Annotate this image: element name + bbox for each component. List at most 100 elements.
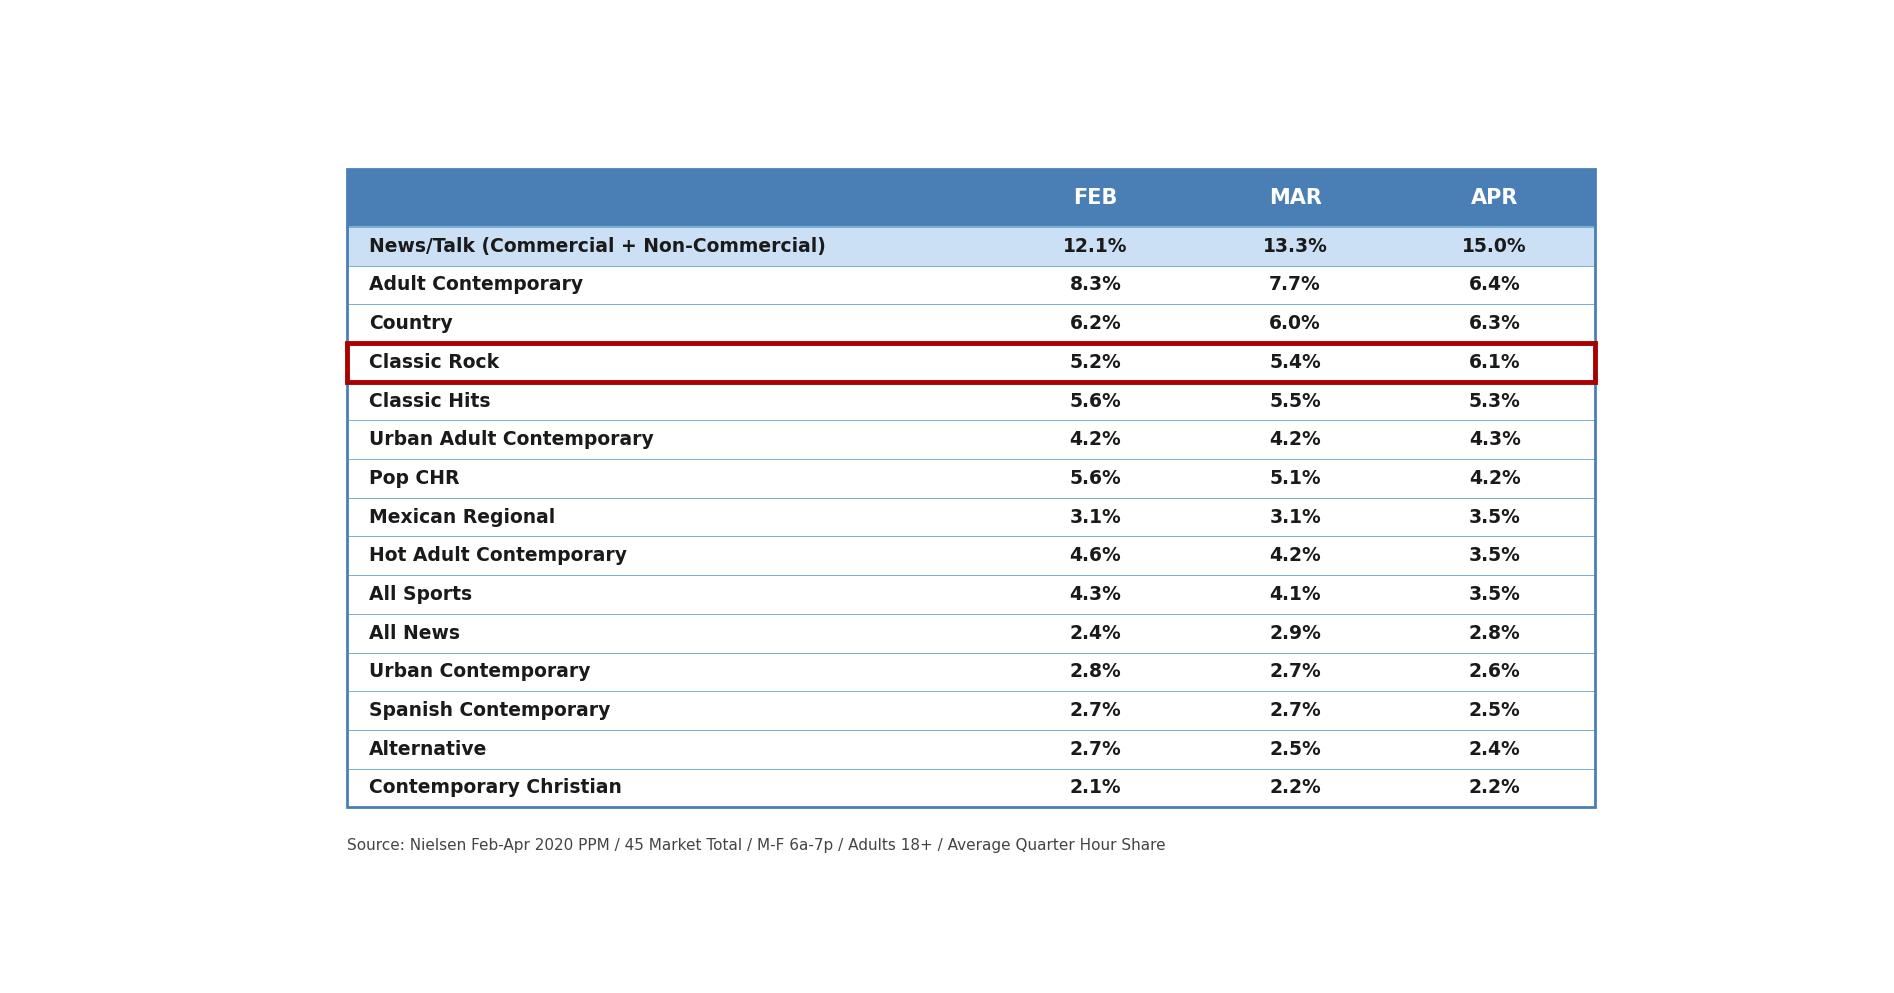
Bar	[1394, 575, 1595, 614]
Text: 2.6%: 2.6%	[1470, 662, 1521, 681]
Text: News/Talk (Commercial + Non-Commercial): News/Talk (Commercial + Non-Commercial)	[369, 236, 826, 256]
Bar	[347, 536, 996, 575]
Bar	[347, 381, 996, 420]
Text: 5.6%: 5.6%	[1070, 391, 1121, 410]
Bar	[347, 497, 996, 536]
Text: 2.2%: 2.2%	[1470, 779, 1521, 797]
Bar	[996, 536, 1195, 575]
Text: 5.6%: 5.6%	[1070, 469, 1121, 488]
Bar	[1195, 169, 1394, 226]
Bar	[1195, 381, 1394, 420]
Text: 12.1%: 12.1%	[1063, 236, 1127, 256]
Text: 6.3%: 6.3%	[1468, 314, 1521, 333]
Bar	[1394, 614, 1595, 652]
Bar	[1195, 459, 1394, 497]
Bar	[1195, 343, 1394, 381]
Text: 4.1%: 4.1%	[1269, 585, 1320, 604]
Text: All News: All News	[369, 624, 460, 642]
Text: 2.8%: 2.8%	[1070, 662, 1121, 681]
Bar	[996, 343, 1195, 381]
Text: 6.1%: 6.1%	[1470, 353, 1521, 371]
Text: Pop CHR: Pop CHR	[369, 469, 460, 488]
Bar	[1195, 265, 1394, 304]
Text: Classic Rock: Classic Rock	[369, 353, 498, 371]
Text: 4.6%: 4.6%	[1070, 546, 1121, 565]
Text: 2.4%: 2.4%	[1070, 624, 1121, 642]
Bar	[996, 614, 1195, 652]
Text: 3.1%: 3.1%	[1070, 507, 1121, 526]
Bar	[347, 169, 996, 226]
Text: 3.5%: 3.5%	[1468, 585, 1521, 604]
Text: Classic Hits: Classic Hits	[369, 391, 491, 410]
Bar	[1394, 691, 1595, 730]
Bar	[1394, 265, 1595, 304]
Bar	[996, 769, 1195, 807]
Text: Mexican Regional: Mexican Regional	[369, 507, 555, 526]
Text: 5.4%: 5.4%	[1269, 353, 1320, 371]
Text: 2.7%: 2.7%	[1269, 662, 1320, 681]
Bar	[1394, 226, 1595, 265]
Text: 2.9%: 2.9%	[1269, 624, 1320, 642]
Bar	[996, 497, 1195, 536]
Text: 3.1%: 3.1%	[1269, 507, 1320, 526]
Bar	[1394, 536, 1595, 575]
Text: Hot Adult Contemporary: Hot Adult Contemporary	[369, 546, 627, 565]
Bar	[347, 769, 996, 807]
Text: Adult Contemporary: Adult Contemporary	[369, 275, 583, 295]
Text: 5.5%: 5.5%	[1269, 391, 1320, 410]
Text: Urban Contemporary: Urban Contemporary	[369, 662, 591, 681]
Text: 2.7%: 2.7%	[1269, 701, 1320, 720]
Bar	[1394, 343, 1595, 381]
Bar	[347, 652, 996, 691]
Text: 4.2%: 4.2%	[1470, 469, 1521, 488]
Text: APR: APR	[1472, 188, 1519, 208]
Bar	[1394, 497, 1595, 536]
Bar	[1195, 575, 1394, 614]
Bar	[996, 691, 1195, 730]
Text: 4.3%: 4.3%	[1070, 585, 1121, 604]
Bar	[996, 652, 1195, 691]
Bar	[1394, 769, 1595, 807]
Bar	[996, 420, 1195, 459]
Bar	[1394, 304, 1595, 343]
Bar	[347, 265, 996, 304]
Bar	[996, 226, 1195, 265]
Text: 2.8%: 2.8%	[1470, 624, 1521, 642]
Bar	[1394, 730, 1595, 769]
Bar	[996, 304, 1195, 343]
Bar	[1394, 169, 1595, 226]
Text: 2.2%: 2.2%	[1269, 779, 1320, 797]
Text: 4.2%: 4.2%	[1269, 546, 1320, 565]
Bar	[347, 459, 996, 497]
Bar	[347, 691, 996, 730]
Bar	[996, 265, 1195, 304]
Text: MAR: MAR	[1269, 188, 1322, 208]
Bar	[347, 304, 996, 343]
Text: 5.3%: 5.3%	[1468, 391, 1521, 410]
Text: 6.0%: 6.0%	[1269, 314, 1320, 333]
Text: 8.3%: 8.3%	[1070, 275, 1121, 295]
Text: 4.2%: 4.2%	[1269, 430, 1320, 449]
Bar	[347, 730, 996, 769]
Text: 2.1%: 2.1%	[1070, 779, 1121, 797]
Bar	[996, 459, 1195, 497]
Text: FEB: FEB	[1074, 188, 1117, 208]
Text: 2.5%: 2.5%	[1269, 740, 1320, 759]
Text: Country: Country	[369, 314, 453, 333]
Bar	[1195, 497, 1394, 536]
Text: 13.3%: 13.3%	[1263, 236, 1328, 256]
Bar	[347, 614, 996, 652]
Text: 5.2%: 5.2%	[1070, 353, 1121, 371]
Bar	[996, 169, 1195, 226]
Bar	[347, 575, 996, 614]
Text: 5.1%: 5.1%	[1269, 469, 1320, 488]
Text: 6.2%: 6.2%	[1070, 314, 1121, 333]
Text: Urban Adult Contemporary: Urban Adult Contemporary	[369, 430, 653, 449]
Text: Source: Nielsen Feb-Apr 2020 PPM / 45 Market Total / M-F 6a-7p / Adults 18+ / Av: Source: Nielsen Feb-Apr 2020 PPM / 45 Ma…	[347, 838, 1165, 853]
Text: 2.4%: 2.4%	[1470, 740, 1521, 759]
Text: 2.5%: 2.5%	[1470, 701, 1521, 720]
Text: 2.7%: 2.7%	[1070, 740, 1121, 759]
Bar	[1394, 459, 1595, 497]
Bar	[1195, 652, 1394, 691]
Text: 3.5%: 3.5%	[1468, 546, 1521, 565]
